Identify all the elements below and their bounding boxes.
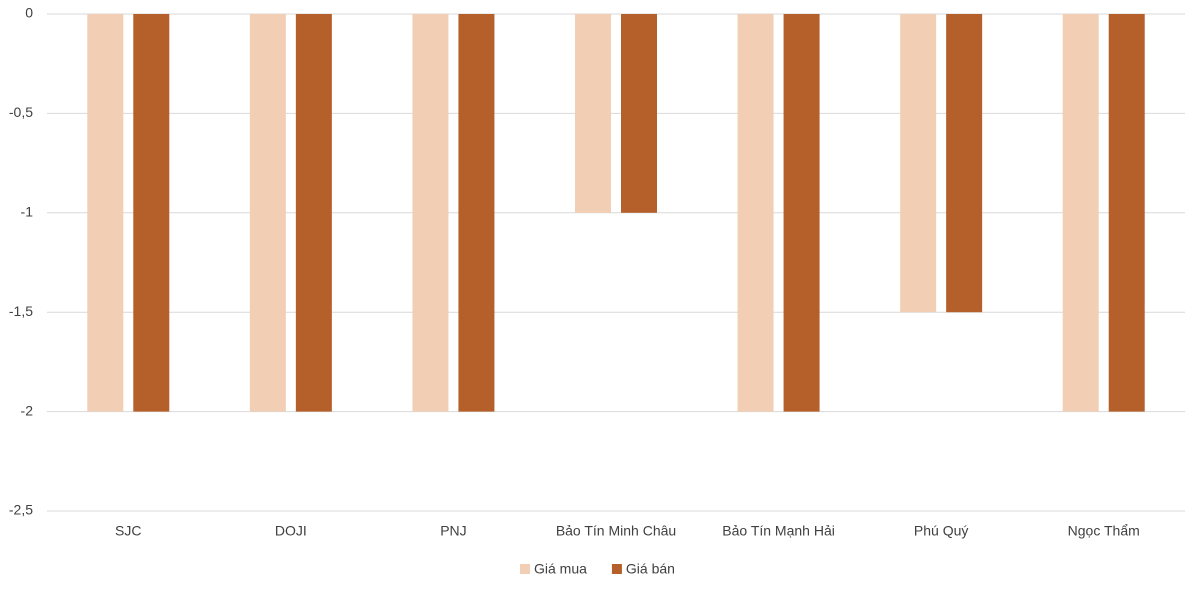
bar <box>133 14 170 412</box>
x-tick-label: DOJI <box>275 523 307 539</box>
bar <box>87 14 124 412</box>
x-tick-label: SJC <box>115 523 141 539</box>
bar <box>621 14 657 213</box>
x-tick-label: Bảo Tín Mạnh Hải <box>722 523 835 539</box>
bar <box>1062 14 1099 412</box>
x-tick-label: PNJ <box>440 523 466 539</box>
bar <box>900 14 937 313</box>
y-tick-label: -2 <box>21 402 34 418</box>
y-tick-label: -2,5 <box>9 502 33 518</box>
bar <box>249 14 286 412</box>
y-tick-label: -1,5 <box>9 303 33 319</box>
legend-label: Giá mua <box>534 561 587 577</box>
bar <box>946 14 983 313</box>
bar <box>412 14 449 412</box>
legend-swatch <box>520 564 530 574</box>
x-tick-label: Bảo Tín Minh Châu <box>556 523 676 539</box>
y-tick-label: 0 <box>25 5 33 21</box>
bar <box>737 14 774 412</box>
bar <box>575 14 611 213</box>
bar <box>1108 14 1145 412</box>
bar <box>783 14 820 412</box>
x-tick-label: Phú Quý <box>914 523 968 539</box>
bar <box>295 14 332 412</box>
bar <box>458 14 495 412</box>
legend-swatch <box>611 564 622 574</box>
y-tick-label: -1 <box>21 204 34 220</box>
legend-label: Giá bán <box>626 561 675 577</box>
y-tick-label: -0,5 <box>9 104 33 120</box>
x-tick-label: Ngọc Thẩm <box>1068 523 1140 539</box>
